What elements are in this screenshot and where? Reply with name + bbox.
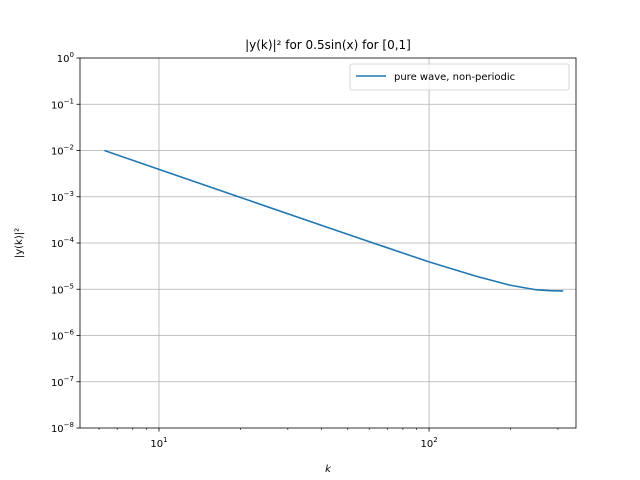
y-tick-label: 10−2 [51,144,74,158]
y-tick-label: 10−1 [51,97,74,111]
y-axis: 10−8 10−7 10−6 10−5 10−4 10−3 10−2 10−1 100 [51,51,80,435]
x-axis-label: k [325,464,332,475]
series-line [104,149,564,292]
y-axis-label: |y(k)|² [14,228,25,258]
y-tick-label: 10−5 [51,282,74,296]
grid [80,58,576,428]
chart-title: |y(k)|² for 0.5sin(x) for [0,1] [245,38,411,52]
y-tick-label: 10−3 [51,190,74,204]
series-layer [104,149,564,292]
y-tick-label: 10−8 [51,421,74,435]
y-tick-label: 100 [57,51,74,65]
y-tick-label: 10−4 [51,236,75,250]
legend: pure wave, non-periodic [349,63,570,91]
x-tick-label: 101 [150,436,167,450]
x-tick-label: 102 [420,436,437,450]
x-axis: 101 102 [98,428,559,450]
legend-label: pure wave, non-periodic [394,72,515,83]
y-tick-label: 10−7 [51,375,74,389]
legend-box [349,63,570,91]
y-tick-label: 10−6 [51,329,75,343]
